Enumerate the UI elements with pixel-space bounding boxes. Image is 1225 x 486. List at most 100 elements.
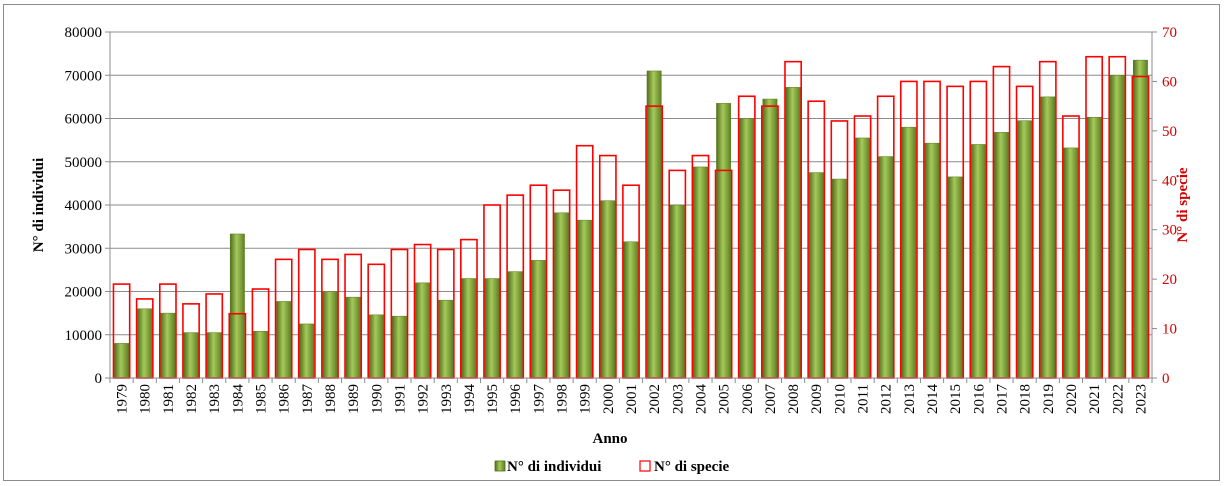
x-tick-label: 1993	[439, 384, 455, 414]
bar-individui	[276, 301, 292, 379]
x-tick-label: 1988	[323, 384, 339, 414]
legend-label-specie: N° di specie	[654, 459, 730, 475]
x-tick-label: 2010	[832, 384, 848, 414]
y-left-tick-label: 20000	[65, 285, 103, 301]
bar-individui	[1132, 59, 1148, 379]
bar-individui	[762, 98, 778, 379]
y-left-tick-label: 10000	[65, 328, 103, 344]
bar-individui	[183, 332, 199, 379]
bar-individui	[577, 219, 593, 379]
bar-individui	[600, 200, 616, 379]
y-left-tick-label: 80000	[65, 25, 103, 41]
x-tick-label: 2015	[948, 384, 964, 414]
bar-individui	[855, 137, 870, 379]
x-tick-label: 2013	[902, 384, 918, 414]
bar-individui	[947, 176, 963, 379]
y-axis-right-ticks: 0 10 20 30 40 50 60 70	[1152, 25, 1177, 387]
bar-individui	[461, 278, 477, 379]
bar-individui	[368, 314, 384, 379]
y-left-tick-label: 40000	[65, 198, 103, 214]
y-left-tick-label: 0	[95, 371, 103, 387]
x-tick-label: 1994	[462, 384, 478, 415]
bar-individui	[924, 142, 940, 379]
y-right-tick-label: 30	[1162, 223, 1177, 239]
y-left-tick-label: 70000	[65, 68, 103, 84]
x-tick-label: 2019	[1041, 384, 1057, 414]
x-tick-label: 2016	[971, 384, 987, 415]
x-tick-label: 2004	[693, 384, 709, 415]
bar-individui	[160, 312, 176, 379]
bar-individui	[114, 343, 130, 379]
y-left-tick-label: 30000	[65, 241, 103, 257]
x-tick-label: 1992	[416, 384, 432, 414]
x-tick-label: 2017	[994, 384, 1010, 415]
y-axis-left-title: N° di individui	[31, 158, 47, 252]
legend-swatch-specie	[639, 460, 651, 472]
y-right-tick-label: 0	[1162, 371, 1170, 387]
x-tick-label: 2014	[925, 384, 941, 415]
bar-individui	[299, 323, 315, 379]
bar-individui	[831, 178, 847, 379]
bar-individui	[1040, 96, 1056, 379]
y-left-tick-label: 50000	[65, 155, 103, 171]
bar-individui	[438, 299, 454, 379]
legend: N° di individui N° di specie	[494, 459, 730, 475]
legend-label-individui: N° di individui	[507, 459, 601, 475]
x-tick-label: 2006	[740, 384, 756, 415]
y-right-tick-label: 60	[1162, 74, 1177, 90]
bar-individui	[137, 308, 153, 379]
y-right-tick-label: 10	[1162, 322, 1177, 338]
x-tick-label: 1995	[485, 384, 501, 414]
series-individui	[114, 59, 1148, 379]
x-tick-label: 2012	[879, 384, 895, 414]
x-tick-label: 1996	[508, 384, 524, 415]
bar-individui	[970, 144, 986, 379]
y-right-tick-label: 40	[1162, 173, 1177, 189]
bar-individui	[669, 204, 685, 379]
x-tick-label: 1981	[161, 384, 177, 414]
x-tick-label: 1997	[531, 384, 547, 415]
x-tick-label: 2007	[763, 384, 779, 415]
bar-individui	[484, 278, 500, 379]
bar-individui	[878, 156, 894, 379]
x-tick-label: 1980	[138, 384, 154, 414]
bar-individui	[1063, 147, 1079, 379]
legend-swatch-individui	[494, 460, 506, 472]
bar-individui	[901, 126, 917, 379]
x-tick-label: 1990	[369, 384, 385, 414]
x-tick-label: 2005	[717, 384, 733, 414]
x-tick-label: 2003	[670, 384, 686, 414]
bar-individui	[739, 118, 755, 379]
y-right-tick-label: 50	[1162, 124, 1177, 140]
x-tick-label: 1984	[230, 384, 246, 415]
bar-individui	[507, 271, 523, 379]
bar-individui	[253, 331, 268, 379]
bar-individui	[646, 70, 662, 379]
bar-individui	[716, 103, 732, 379]
x-tick-label: 1989	[346, 384, 362, 414]
bar-individui	[415, 282, 431, 379]
bar-individui	[1017, 120, 1033, 379]
y-right-tick-label: 20	[1162, 272, 1177, 288]
x-tick-label: 2022	[1110, 384, 1126, 414]
bar-individui	[808, 172, 824, 379]
x-tick-label: 1999	[578, 384, 594, 414]
x-tick-label: 1987	[300, 384, 316, 415]
x-tick-label: 2002	[647, 384, 663, 414]
bar-individui	[693, 166, 708, 379]
bar-individui	[206, 332, 222, 379]
y-axis-left-ticks: 0 10000 20000 30000 40000 50000 60000 70000 8000…	[65, 25, 110, 387]
y-left-tick-label: 60000	[65, 112, 103, 128]
bar-individui	[229, 233, 245, 379]
x-tick-label: 2001	[624, 384, 640, 414]
bar-individui	[554, 212, 569, 379]
x-axis-ticks: 1979 1980 1981 1982 1983 1984 1985 1986 1987 1988…	[109, 378, 1153, 415]
x-tick-label: 2011	[856, 384, 872, 413]
x-tick-label: 2000	[601, 384, 617, 414]
x-tick-label: 2018	[1018, 384, 1034, 414]
bar-individui	[530, 260, 546, 379]
bar-individui	[322, 291, 338, 379]
x-tick-label: 1991	[392, 384, 408, 414]
x-axis-title: Anno	[592, 431, 627, 447]
